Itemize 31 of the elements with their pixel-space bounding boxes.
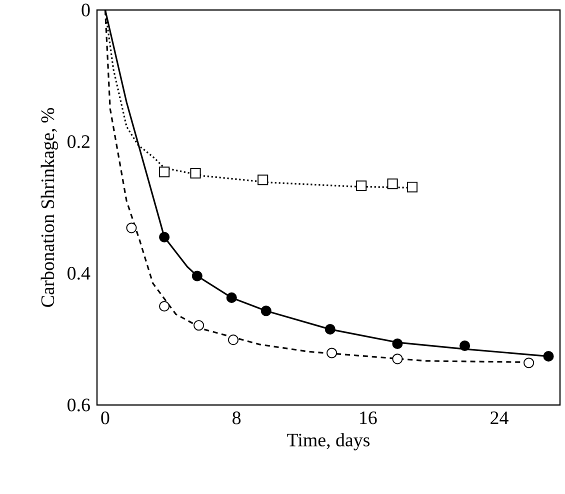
- point: [324, 324, 336, 335]
- point: [192, 270, 202, 282]
- x-tick-label: 0: [101, 412, 110, 424]
- x-tick-label: 16: [360, 412, 377, 424]
- point: [159, 232, 170, 242]
- point: [392, 354, 403, 364]
- y-tick-label: 0.6: [68, 398, 90, 412]
- point: [406, 182, 418, 192]
- point: [543, 351, 554, 362]
- x-axis-title: Time, days: [287, 433, 370, 450]
- point: [228, 334, 239, 346]
- point: [459, 340, 470, 352]
- point: [258, 174, 268, 186]
- y-tick-label: 0.4: [68, 266, 90, 280]
- point: [260, 306, 272, 316]
- point: [326, 348, 338, 358]
- point: [126, 222, 137, 234]
- x-tick-label: 24: [490, 412, 508, 424]
- point: [226, 292, 237, 303]
- point: [194, 320, 204, 331]
- point: [392, 338, 403, 350]
- point: [524, 358, 534, 368]
- y-axis-title: Carbonation Shrinkage, %: [40, 108, 58, 307]
- point: [159, 300, 170, 312]
- point: [190, 168, 201, 179]
- point: [387, 178, 398, 190]
- y-tick-label: 0: [82, 4, 90, 16]
- point: [159, 166, 170, 178]
- x-tick-label: 8: [232, 412, 241, 424]
- point: [356, 180, 367, 192]
- y-tick-label: 0.2: [68, 135, 90, 148]
